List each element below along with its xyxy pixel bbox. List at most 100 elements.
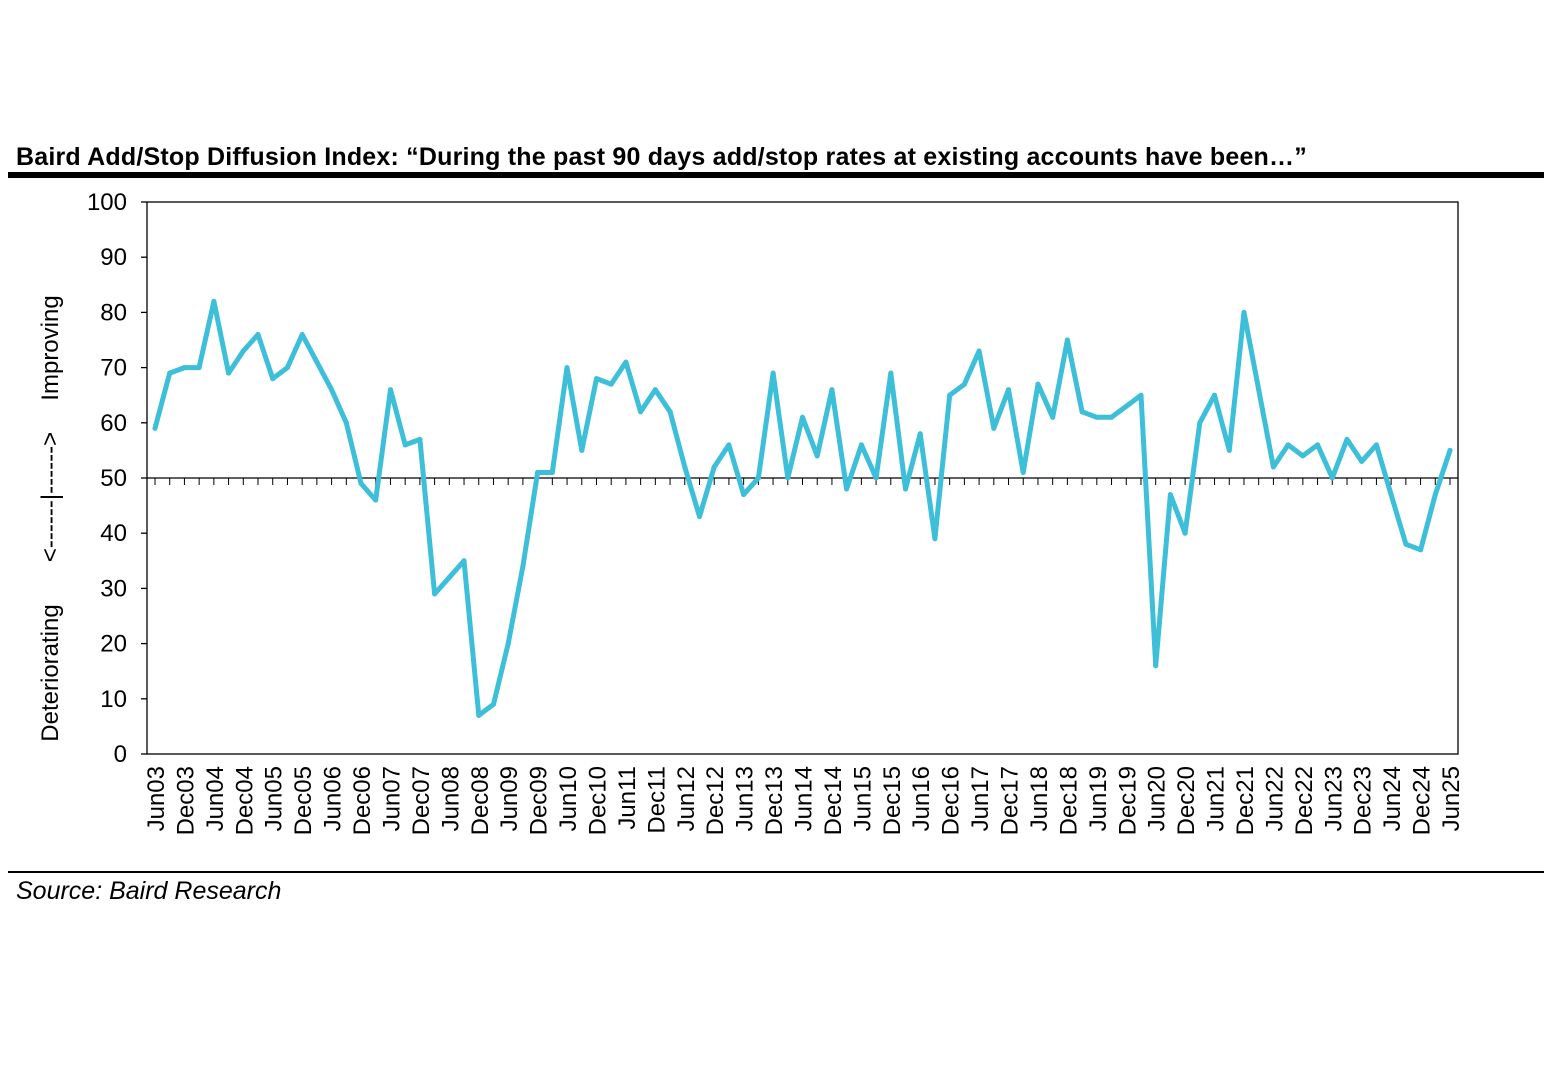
x-tick-label-Jun20: Jun20 [1144,766,1171,831]
x-tick-label-Dec17: Dec17 [997,766,1024,835]
data-point [1285,442,1291,448]
data-point [476,712,482,718]
x-tick-label-Jun08: Jun08 [437,766,464,831]
data-point [1241,309,1247,315]
y-tick-label-70: 70 [100,355,127,382]
x-tick-label-Dec09: Dec09 [526,766,553,835]
y-tick-label-80: 80 [100,299,127,326]
x-tick-label-Dec15: Dec15 [879,766,906,835]
data-point [446,574,452,580]
data-point [1182,530,1188,536]
x-tick-label-Jun23: Jun23 [1320,766,1347,831]
data-point [402,442,408,448]
data-point [1197,420,1203,426]
data-point [594,376,599,382]
x-tick-label-Jun19: Jun19 [1085,766,1112,831]
x-tick-label-Jun03: Jun03 [143,766,170,831]
data-point [1050,414,1056,420]
data-point [800,414,805,420]
data-point [358,481,364,486]
data-point [726,442,732,448]
x-tick-label-Dec23: Dec23 [1350,766,1377,835]
data-point [461,558,467,564]
x-tick-label-Dec19: Dec19 [1114,766,1141,835]
data-point [1447,447,1453,453]
data-point [873,475,879,481]
data-point [373,497,379,503]
data-point [741,492,747,498]
data-point [1403,541,1409,547]
data-point [329,387,335,393]
data-point [770,370,776,376]
x-tick-label-Dec06: Dec06 [349,766,376,835]
source-note: Source: Baird Research [16,877,282,905]
y-axis-label-arrow: <------|------> [37,432,64,562]
data-point [1418,547,1424,553]
x-tick-label-Dec13: Dec13 [761,766,788,835]
data-point [1344,436,1350,442]
data-point [623,359,629,365]
data-point [1315,442,1321,448]
data-point [1167,492,1173,498]
data-point [1270,464,1276,470]
data-point [652,387,658,393]
x-tick-label-Dec08: Dec08 [467,766,494,835]
data-point [1006,387,1011,393]
x-tick-label-Jun22: Jun22 [1261,766,1288,831]
x-tick-label-Dec12: Dec12 [702,766,729,835]
data-point [520,563,526,569]
data-point [844,486,850,492]
data-point [1109,414,1114,420]
y-tick-label-100: 100 [87,189,127,216]
data-point [181,365,187,371]
x-tick-label-Dec14: Dec14 [820,766,847,835]
y-tick-label-10: 10 [100,686,127,713]
data-point [711,464,717,470]
data-point [1256,387,1262,393]
data-point [1138,392,1144,398]
data-point [167,370,173,376]
y-axis-label-deteriorating: Deteriorating [37,604,64,741]
data-point [888,370,894,376]
data-point [961,381,967,387]
data-point [579,447,585,453]
y-axis-label-improving: Improving [37,295,64,400]
x-tick-label-Jun05: Jun05 [261,766,288,831]
data-point [505,641,511,647]
x-tick-label-Dec07: Dec07 [408,766,435,835]
series-line [152,298,1453,718]
data-point [343,420,349,426]
x-tick-label-Dec10: Dec10 [584,766,611,835]
x-tick-label-Dec18: Dec18 [1055,766,1082,835]
x-tick-label-Jun06: Jun06 [320,766,347,831]
data-point [491,701,496,707]
data-point [932,536,938,542]
bottom-rule [8,871,1544,873]
y-tick-label-40: 40 [100,520,127,547]
data-point [814,453,820,459]
x-tick-label-Jun11: Jun11 [614,766,641,830]
data-point [991,425,997,431]
y-tick-label-20: 20 [100,631,127,658]
data-point [1373,442,1379,448]
data-point [1153,663,1159,669]
x-tick-label-Jun18: Jun18 [1026,766,1053,831]
data-point [1123,403,1129,409]
x-tick-label-Dec05: Dec05 [290,766,317,835]
x-tick-label-Dec20: Dec20 [1173,766,1200,835]
data-point [211,298,217,304]
data-point [314,359,320,365]
data-point [1020,470,1026,475]
data-point [976,348,982,354]
x-tick-label-Jun21: Jun21 [1203,766,1230,831]
y-axis-title: Improving <------|------> Deteriorating [37,295,64,741]
x-tick-label-Jun04: Jun04 [202,766,229,831]
data-point [535,470,541,475]
x-tick-label-Jun17: Jun17 [967,766,994,831]
y-tick-label-0: 0 [114,741,127,768]
x-tick-label-Dec22: Dec22 [1291,766,1318,835]
x-tick-label-Dec03: Dec03 [172,766,199,835]
data-point [1079,409,1085,415]
data-point [858,442,864,448]
data-point [549,470,555,475]
